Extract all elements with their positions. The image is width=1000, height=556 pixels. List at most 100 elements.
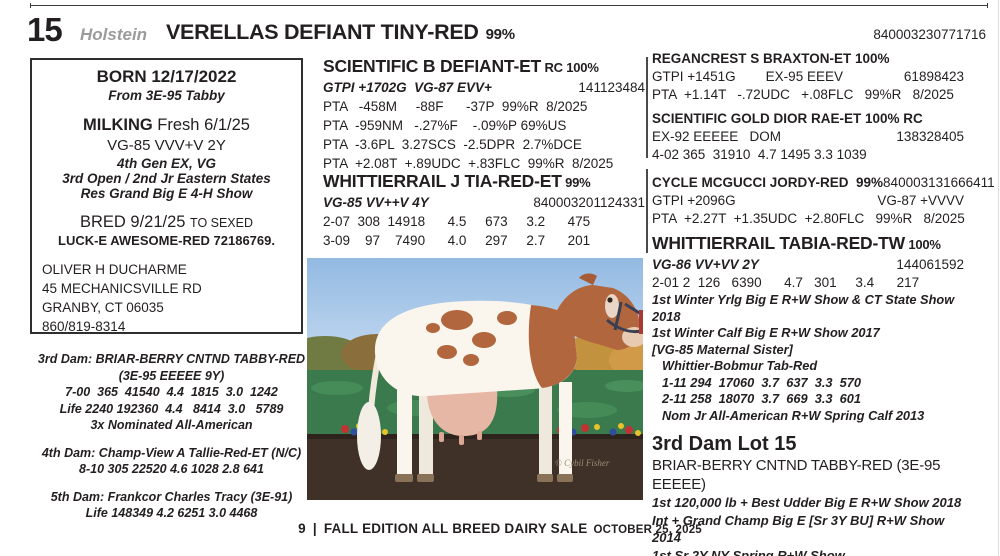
sire-name: SCIENTIFIC B DEFIANT-ET bbox=[323, 56, 542, 76]
fifth-dam-summary: 5th Dam: Frankcor Charles Tracy (3E-91) … bbox=[30, 489, 313, 522]
footer-page-number: 9 bbox=[298, 521, 306, 536]
photo-soil-edge bbox=[307, 434, 643, 439]
sire-gtpi: GTPI +1702G VG-87 EVV+ bbox=[323, 80, 492, 95]
sire-dam-block: SCIENTIFIC GOLD DIOR RAE-ET 100% RC EX-9… bbox=[652, 110, 964, 164]
cow-photo: © Cybil Fisher bbox=[307, 258, 643, 500]
cow-halter bbox=[606, 301, 642, 334]
third-dam-summary: 3rd Dam: BRIAR-BERRY CNTND TABBY-RED (3E… bbox=[30, 351, 313, 434]
sire-dam-score: EX-92 EEEEE DOM bbox=[652, 129, 782, 144]
pedigree-bracket-sire bbox=[646, 57, 648, 158]
cow-blaze bbox=[605, 294, 619, 318]
cow-front-leg bbox=[539, 384, 552, 478]
milking-label: MILKING bbox=[83, 116, 153, 134]
cow-udder bbox=[426, 384, 498, 436]
third-dam-show: 1st Sr 2Y NY Spring R+W Show bbox=[652, 547, 845, 556]
sister-note: Nom Jr All-American R+W Spring Calf 2013 bbox=[662, 407, 925, 423]
sire-sire-name: REGANCREST S BRAXTON-ET 100% bbox=[652, 51, 890, 66]
dam-record-line: 3-09 97 7490 4.0 297 2.7 201 bbox=[323, 233, 591, 248]
show-result-line-2: Res Grand Big E 4-H Show bbox=[80, 186, 253, 201]
cow-hoof bbox=[537, 474, 553, 482]
sister-record: 2-11 258 18070 3.7 669 3.3 601 bbox=[662, 391, 861, 406]
cow bbox=[357, 273, 643, 482]
sire-name-line: SCIENTIFIC B DEFIANT-ET RC 100% bbox=[323, 56, 645, 78]
third-dam-show: 1st 120,000 lb + Best Udder Big E R+W Sh… bbox=[652, 495, 962, 510]
dam-dam-reg: 144061592 bbox=[896, 257, 964, 272]
dam-sire-gtpi: GTPI +2096G bbox=[652, 193, 736, 208]
milking-value: Fresh 6/1/25 bbox=[152, 116, 250, 134]
dam-dam-record: 2-01 2 126 6390 4.7 301 3.4 217 bbox=[652, 275, 920, 290]
dam-record: 8-10 305 22520 4.6 1028 2.8 641 bbox=[79, 462, 264, 476]
sire-sire-block: REGANCREST S BRAXTON-ET 100% GTPI +1451G… bbox=[652, 50, 964, 104]
dam-line: (3E-95 EEEEE 9Y) bbox=[118, 368, 225, 383]
dam-sire-score: VG-87 +VVVV bbox=[877, 193, 964, 208]
dam-sire-name: CYCLE MCGUCCI JORDY-RED 99% bbox=[652, 175, 884, 190]
generation-line: 4th Gen EX, VG bbox=[116, 156, 217, 171]
dam-sire-pta: PTA +2.27T +1.35UDC +2.80FLC 99%R 8/2025 bbox=[652, 211, 965, 226]
sire-sire-gtpi-line: GTPI +1451G EX-95 EEEV 61898423 bbox=[652, 68, 964, 86]
sire-sire-gtpi: GTPI +1451G EX-95 EEEV bbox=[652, 69, 843, 84]
cow-teat bbox=[477, 431, 482, 440]
handler-sleeve bbox=[639, 310, 643, 334]
breed-label: Holstein bbox=[80, 25, 148, 44]
dam-block: WHITTIERRAIL J TIA-RED-ET 99% VG-85 VV++… bbox=[323, 171, 645, 250]
footer-sale-title: FALL EDITION ALL BREED DAIRY SALE bbox=[323, 521, 588, 536]
dam-title: 3rd Dam: BRIAR-BERRY CNTND TABBY-RED bbox=[37, 352, 306, 366]
photo-credit: © Cybil Fisher bbox=[555, 458, 610, 468]
cow-ear bbox=[579, 273, 597, 285]
animal-reliability: 99% bbox=[485, 26, 515, 43]
milking-line: MILKING Fresh 6/1/25 bbox=[42, 116, 291, 135]
dam-dam-suffix: 100% bbox=[904, 237, 941, 252]
dam-dam-name-line: WHITTIERRAIL TABIA-RED-TW 100% bbox=[652, 232, 964, 256]
dam-dam-score-line: VG-86 VV+VV 2Y 144061592 bbox=[652, 256, 964, 274]
owner-name: OLIVER H DUCHARME bbox=[42, 262, 187, 277]
page-footer: 9 | FALL EDITION ALL BREED DAIRY SALE OCTOB… bbox=[0, 521, 1000, 536]
bred-suffix: TO SEXED bbox=[190, 216, 254, 230]
sire-pta-line: PTA -3.6PL 3.27SCS -2.5DPR 2.7%DCE bbox=[323, 137, 582, 152]
dam-sire-name-line: CYCLE MCGUCCI JORDY-RED 99% 840003131666… bbox=[652, 174, 995, 192]
dam-dam-show: 1st Winter Calf Big E R+W Show 2017 bbox=[652, 325, 880, 340]
cow-teat bbox=[459, 435, 464, 445]
maternal-sister-block: Whittier-Bobmur Tab-Red 1-11 294 17060 3… bbox=[652, 358, 964, 424]
dam-record: Life 148349 4.2 6251 3.0 4468 bbox=[85, 506, 258, 520]
dam-sire-reg: 840003131666411 bbox=[883, 175, 995, 190]
cow-teat bbox=[439, 432, 444, 442]
dam-dam-block: WHITTIERRAIL TABIA-RED-TW 100% VG-86 VV+… bbox=[652, 232, 964, 424]
pedigree-bracket-dam bbox=[646, 169, 648, 253]
bred-date: BRED 9/21/25 bbox=[79, 213, 191, 231]
born-line: BORN 12/17/2022 bbox=[96, 67, 237, 86]
top-rule bbox=[30, 3, 988, 8]
sire-dam-reg: 138328405 bbox=[896, 129, 964, 144]
dam-name: WHITTIERRAIL J TIA-RED-ET bbox=[323, 171, 562, 191]
third-dam-feature-block: 3rd Dam Lot 15 BRIAR-BERRY CNTND TABBY-R… bbox=[652, 432, 964, 556]
cow-body bbox=[374, 300, 577, 397]
dam-record: 7-00 365 41540 4.4 1815 3.0 1242 bbox=[65, 385, 278, 399]
cow-hoof bbox=[395, 474, 413, 482]
footer-sale-date: OCTOBER 25, 2025 bbox=[593, 524, 702, 536]
animal-info-box: BORN 12/17/2022 From 3E-95 Tabby MILKING… bbox=[30, 58, 303, 334]
service-sire-line: LUCK-E AWESOME-RED 72186769. bbox=[58, 233, 275, 248]
cow-front-leg bbox=[559, 382, 572, 478]
sire-suffix: RC 100% bbox=[541, 60, 599, 75]
cow-hoof bbox=[417, 474, 434, 482]
owner-phone: 860/819-8314 bbox=[42, 319, 126, 334]
dam-reg: 840003201124331 bbox=[533, 195, 645, 210]
third-dam-name: BRIAR-BERRY CNTND TABBY-RED (3E-95 EEEEE… bbox=[652, 457, 941, 493]
pedigree-right-column: REGANCREST S BRAXTON-ET 100% GTPI +1451G… bbox=[652, 50, 995, 556]
dam-record: Life 2240 192360 4.4 8414 3.0 5789 bbox=[59, 401, 284, 416]
sire-gtpi-line: GTPI +1702G VG-87 EVV+ 141123484 bbox=[323, 78, 645, 97]
animal-title: VERELLAS DEFIANT TINY-RED 99% bbox=[166, 20, 515, 45]
dam-history-block: 3rd Dam: BRIAR-BERRY CNTND TABBY-RED (3E… bbox=[30, 351, 313, 533]
dam-record-line: 2-07 308 14918 4.5 673 3.2 475 bbox=[323, 214, 591, 229]
cow-rear-leg bbox=[419, 396, 433, 478]
dam-dam-show: [VG-85 Maternal Sister] bbox=[652, 341, 793, 357]
dam-title: 5th Dam: Frankcor Charles Tracy (3E-91) bbox=[50, 489, 293, 504]
dam-dam-name: WHITTIERRAIL TABIA-RED-TW bbox=[652, 233, 905, 253]
dam-dam-show: 1st Winter Yrlg Big E R+W Show & CT Stat… bbox=[652, 292, 955, 324]
dam-sire-gtpi-line: GTPI +2096G VG-87 +VVVV bbox=[652, 192, 964, 210]
cow-illustration: © Cybil Fisher bbox=[307, 258, 643, 500]
bred-line: BRED 9/21/25 TO SEXED bbox=[42, 213, 291, 232]
sire-sire-pta: PTA +1.14T -.72UDC +.08FLC 99%R 8/2025 bbox=[652, 87, 954, 102]
cow-hoof bbox=[557, 474, 573, 482]
sire-pta-line: PTA -458M -88F -37P 99%R 8/2025 bbox=[323, 99, 588, 114]
